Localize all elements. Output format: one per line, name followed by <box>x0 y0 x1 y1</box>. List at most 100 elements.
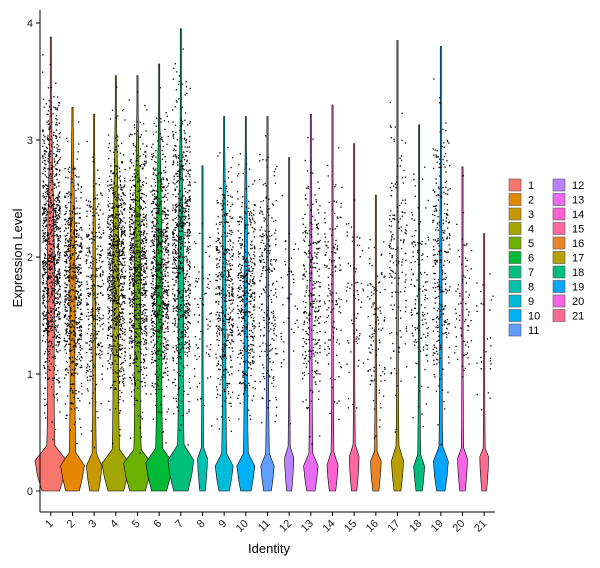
points-4 <box>107 86 126 445</box>
y-tick-label-0: 0 <box>27 486 33 498</box>
legend-swatch-2 <box>508 193 522 206</box>
legend-label-3: 3 <box>528 209 534 221</box>
legend-swatch-11 <box>508 323 522 337</box>
legend-entry-18: 18 <box>552 265 584 279</box>
x-tick-label-2: 2 <box>65 518 78 531</box>
violin-group-20 <box>454 166 473 492</box>
legend-swatch-12 <box>552 178 566 192</box>
legend-entry-7: 7 <box>508 265 534 279</box>
x-tick-label-11: 11 <box>256 518 273 535</box>
legend-label-16: 16 <box>572 238 584 250</box>
legend-swatch-6 <box>508 251 522 264</box>
x-tick-label-1: 1 <box>43 518 56 531</box>
legend-label-4: 4 <box>528 224 534 236</box>
legend-label-9: 9 <box>528 296 534 308</box>
legend-entry-14: 14 <box>552 207 584 221</box>
legend-entry-19: 19 <box>552 280 584 294</box>
legend-swatch-14 <box>552 207 566 221</box>
legend-swatch-5 <box>508 236 522 250</box>
legend-entry-17: 17 <box>552 251 584 265</box>
x-tick-label-9: 9 <box>216 518 229 531</box>
violin-group-7 <box>167 28 195 492</box>
legend-label-8: 8 <box>528 282 534 294</box>
legend-swatch-17 <box>552 251 566 264</box>
legend-label-11: 11 <box>528 325 539 337</box>
legend-entry-4: 4 <box>508 222 534 236</box>
violin-16 <box>370 194 382 492</box>
legend-label-15: 15 <box>572 224 584 236</box>
y-tick-label-3: 3 <box>27 135 33 147</box>
x-tick-label-15: 15 <box>342 518 359 535</box>
violin-group-13 <box>302 113 321 492</box>
legend-entry-5: 5 <box>508 236 534 250</box>
violin-group-8 <box>193 165 213 492</box>
x-tick-label-14: 14 <box>320 518 337 535</box>
points-3 <box>85 140 105 449</box>
x-tick-label-19: 19 <box>429 518 446 535</box>
points-10 <box>237 153 256 420</box>
legend-entry-16: 16 <box>552 236 584 250</box>
x-tick-label-12: 12 <box>277 518 294 535</box>
legend-entry-12: 12 <box>552 178 584 192</box>
violin-group-15 <box>345 143 365 492</box>
legend-swatch-18 <box>552 265 566 279</box>
legend-entry-1: 1 <box>508 178 534 192</box>
legend-entry-13: 13 <box>552 193 584 207</box>
legend-label-6: 6 <box>528 253 534 265</box>
x-tick-label-21: 21 <box>472 518 489 535</box>
violin-group-6 <box>145 63 173 492</box>
legend-label-19: 19 <box>572 282 584 294</box>
violin-18 <box>413 124 425 492</box>
points-14 <box>323 147 343 420</box>
violin-group-12 <box>280 157 300 492</box>
legend-swatch-1 <box>508 178 522 192</box>
y-tick-label-4: 4 <box>27 18 33 30</box>
violin-17 <box>391 40 404 492</box>
x-tick-label-17: 17 <box>385 518 402 535</box>
points-6 <box>150 87 170 444</box>
violin-group-9 <box>214 116 235 492</box>
x-tick-label-4: 4 <box>108 518 121 531</box>
legend-swatch-8 <box>508 280 522 293</box>
violin-group-3 <box>85 113 105 492</box>
legend-swatch-19 <box>552 280 566 293</box>
violin-15 <box>349 143 360 492</box>
violin-9 <box>214 116 234 492</box>
violin-group-21 <box>476 233 494 492</box>
legend-swatch-7 <box>508 265 522 279</box>
legend-label-21: 21 <box>572 311 584 323</box>
legend-swatch-21 <box>552 309 566 322</box>
violin-group-19 <box>432 46 451 492</box>
legend-entry-20: 20 <box>552 294 584 308</box>
violin-5 <box>123 75 152 492</box>
y-tick-label-2: 2 <box>27 252 33 264</box>
x-tick-label-5: 5 <box>130 518 143 531</box>
legend-entry-8: 8 <box>508 280 534 294</box>
points-21 <box>476 273 494 411</box>
violin-11 <box>260 116 275 492</box>
x-tick-label-7: 7 <box>173 518 186 531</box>
violin-8 <box>197 165 208 492</box>
violin-group-4 <box>101 75 131 492</box>
y-tick-label-1: 1 <box>27 369 33 381</box>
legend-entry-6: 6 <box>508 251 534 265</box>
x-tick-label-20: 20 <box>450 518 467 535</box>
violin-21 <box>479 233 489 492</box>
legend-swatch-13 <box>552 193 566 206</box>
points-12 <box>280 195 300 425</box>
points-16 <box>367 239 386 439</box>
points-7 <box>172 48 191 446</box>
points-9 <box>215 146 235 432</box>
points-20 <box>454 175 473 378</box>
violin-group-11 <box>258 116 278 492</box>
violin-group-5 <box>123 75 152 492</box>
violin-group-1 <box>34 36 67 492</box>
x-tick-label-10: 10 <box>234 518 251 535</box>
legend-entry-2: 2 <box>508 193 534 207</box>
legend-swatch-16 <box>552 236 566 250</box>
legend-entry-21: 21 <box>552 309 584 323</box>
legend-label-12: 12 <box>572 180 584 192</box>
legend-label-5: 5 <box>528 238 534 250</box>
legend-label-17: 17 <box>572 253 584 265</box>
violin-13 <box>303 113 319 492</box>
